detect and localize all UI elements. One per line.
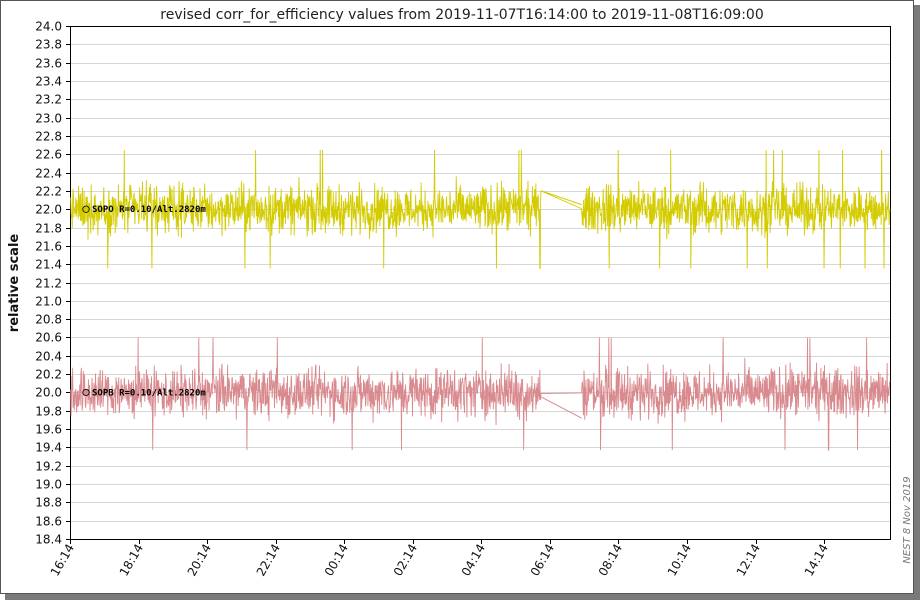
frame-shadow-bottom (5, 594, 920, 600)
y-tick-label: 22.8 (35, 130, 62, 144)
y-tick-label: 21.8 (35, 222, 62, 236)
y-tick-label: 22.0 (35, 203, 62, 217)
series-label-2: SOPB R=0.10/Alt.2820m (92, 388, 206, 398)
y-axis-label: relative scale (7, 234, 22, 333)
y-tick-label: 22.6 (35, 148, 62, 162)
y-tick-label: 19.2 (35, 460, 62, 474)
y-tick-label: 19.8 (35, 405, 62, 419)
y-tick-label: 23.4 (35, 75, 62, 89)
y-tick-label: 19.4 (35, 441, 62, 455)
series-marker-2 (82, 388, 90, 397)
y-tick-label: 21.0 (35, 295, 62, 309)
y-tick-label: 23.8 (35, 38, 62, 52)
y-tick-label: 20.4 (35, 350, 62, 364)
y-tick-label: 24.0 (35, 20, 62, 34)
series-line-2 (70, 337, 891, 451)
chart-title: revised corr_for_efficiency values from … (160, 7, 763, 23)
grid (66, 26, 890, 544)
series-label-1: SOPO R=0.10/Alt.2820m (92, 205, 206, 215)
y-tick-labels: 24.0 23.8 23.6 23.4 23.2 23.0 22.8 22.6 22.4 22.2… (35, 20, 62, 547)
y-tick-label: 21.6 (35, 240, 62, 254)
series-gap-connector-2 (541, 396, 582, 419)
y-tick-label: 23.0 (35, 112, 62, 126)
y-tick-label: 19.0 (35, 478, 62, 492)
y-tick-label: 20.0 (35, 386, 62, 400)
y-tick-label: 20.2 (35, 368, 62, 382)
credit-text: NEST 8 Nov 2019 (902, 476, 913, 563)
series-marker-1 (82, 205, 90, 213)
y-tick-label: 19.6 (35, 423, 62, 437)
y-tick-label: 18.6 (35, 515, 62, 529)
series-gap-connector-1 (541, 190, 582, 206)
y-tick-label: 23.2 (35, 93, 62, 107)
y-tick-label: 22.2 (35, 185, 62, 199)
y-tick-label: 20.8 (35, 313, 62, 327)
y-tick-label: 23.6 (35, 57, 62, 71)
series-layer: SOPO R=0.10/Alt.2820m SOPB R=0.10/Alt.282… (70, 150, 891, 451)
y-tick-label: 20.6 (35, 331, 62, 345)
frame-shadow-right (914, 5, 920, 600)
y-tick-label: 21.2 (35, 277, 62, 291)
y-tick-label: 18.4 (35, 533, 62, 547)
y-tick-label: 22.4 (35, 167, 62, 181)
series-line-1 (70, 150, 891, 269)
y-tick-label: 21.4 (35, 258, 62, 272)
plot-area (70, 26, 891, 540)
y-tick-label: 18.8 (35, 496, 62, 510)
